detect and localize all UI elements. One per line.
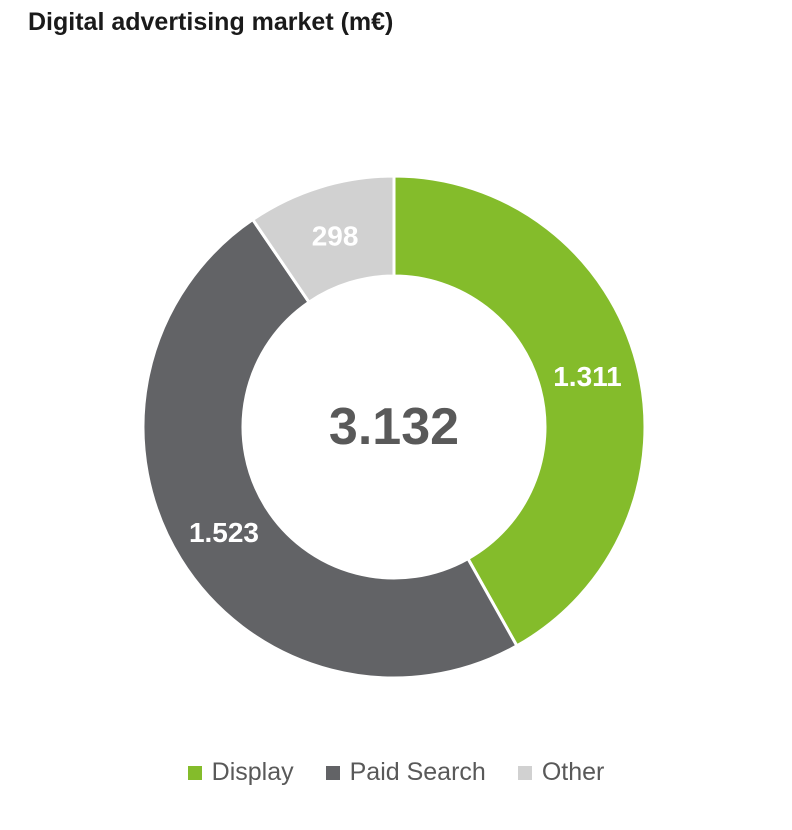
legend-label-paid-search: Paid Search xyxy=(349,758,486,786)
legend-item-other: Other xyxy=(517,758,605,787)
donut-segment-display xyxy=(392,174,647,648)
chart-title: Digital advertising market (m€) xyxy=(28,8,394,36)
donut-segments xyxy=(141,174,647,680)
donut-segment-labels: 1.311 1.523 298 xyxy=(189,220,622,547)
donut-segment-other xyxy=(251,174,396,304)
donut-center-total: 3.132 xyxy=(329,398,459,456)
segment-value-label-other: 298 xyxy=(312,220,359,251)
legend-label-other: Other xyxy=(541,758,605,786)
legend-item-paid-search: Paid Search xyxy=(325,758,486,787)
legend-label-display: Display xyxy=(211,758,294,786)
donut-segment-paid-search xyxy=(141,218,519,680)
legend-item-display: Display xyxy=(187,758,294,787)
legend-swatch-paid-search-icon xyxy=(325,765,340,780)
chart-legend: Display Paid Search Other xyxy=(0,758,792,787)
legend-swatch-display-icon xyxy=(187,765,202,780)
segment-value-label-paid-search: 1.523 xyxy=(189,517,259,548)
segment-value-label-display: 1.311 xyxy=(553,361,622,392)
legend-swatch-other-icon xyxy=(517,765,532,780)
